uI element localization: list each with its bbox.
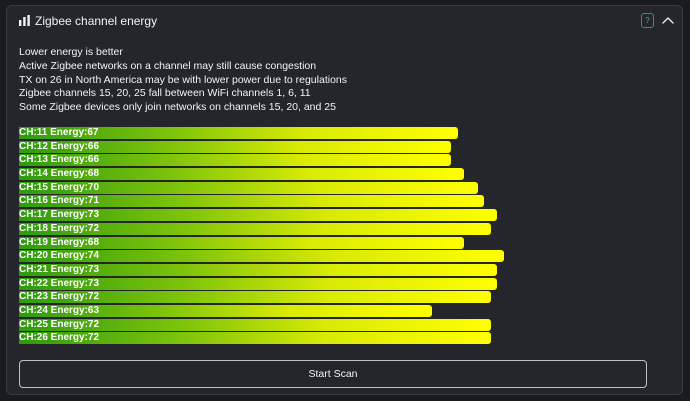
- energy-bar: CH:13 Energy:66: [19, 154, 452, 167]
- energy-bar-label: CH:19 Energy:68: [19, 236, 100, 248]
- chevron-up-icon[interactable]: [662, 16, 674, 26]
- info-line: Active Zigbee networks on a channel may …: [19, 59, 317, 72]
- energy-bar: CH:19 Energy:68: [19, 236, 465, 249]
- info-line: Lower energy is better: [19, 46, 123, 58]
- energy-bar: CH:16 Energy:71: [19, 195, 485, 208]
- energy-bar: CH:17 Energy:73: [19, 209, 498, 222]
- energy-bar-label: CH:18 Energy:72: [19, 222, 100, 234]
- energy-bar: CH:20 Energy:74: [19, 250, 504, 263]
- energy-bar-label: CH:17 Energy:73: [19, 209, 100, 221]
- energy-bar: CH:12 Energy:66: [19, 140, 452, 153]
- energy-bar: CH:25 Energy:72: [19, 318, 491, 331]
- energy-bar-label: CH:25 Energy:72: [19, 318, 100, 330]
- energy-bar-label: CH:16 Energy:71: [19, 195, 100, 207]
- energy-bar-label: CH:22 Energy:73: [19, 277, 100, 289]
- energy-bar: CH:23 Energy:72: [19, 291, 491, 304]
- energy-bar: CH:22 Energy:73: [19, 277, 498, 290]
- energy-bar: CH:14 Energy:68: [19, 168, 465, 181]
- energy-bar-label: CH:14 Energy:68: [19, 168, 100, 180]
- start-scan-button[interactable]: Start Scan: [19, 360, 647, 388]
- panel-header[interactable]: Zigbee channel energy ?: [7, 6, 682, 36]
- info-line: Zigbee channels 15, 20, 25 fall between …: [19, 87, 311, 100]
- energy-bar: CH:15 Energy:70: [19, 181, 478, 194]
- help-button[interactable]: ?: [641, 13, 654, 28]
- info-line: TX on 26 in North America may be with lo…: [19, 73, 347, 86]
- energy-bar-label: CH:26 Energy:72: [19, 332, 100, 344]
- bar-chart-icon: [19, 15, 30, 26]
- energy-bar-label: CH:11 Energy:67: [19, 127, 99, 138]
- energy-bar: CH:26 Energy:72: [19, 332, 491, 345]
- energy-bar: CH:24 Energy:63: [19, 304, 432, 317]
- energy-bar: CH:18 Energy:72: [19, 222, 491, 235]
- energy-bar: CH:11 Energy:67: [19, 127, 458, 139]
- panel-title: Zigbee channel energy: [35, 14, 158, 28]
- info-text: Lower energy is better Active Zigbee net…: [19, 46, 347, 115]
- energy-bar-label: CH:20 Energy:74: [19, 250, 100, 262]
- zigbee-energy-panel: Zigbee channel energy ? Lower energy is …: [6, 5, 683, 395]
- info-line: Some Zigbee devices only join networks o…: [19, 101, 336, 114]
- energy-bar-label: CH:15 Energy:70: [19, 181, 100, 193]
- energy-bar-label: CH:12 Energy:66: [19, 140, 100, 152]
- energy-bar: CH:21 Energy:73: [19, 263, 498, 276]
- energy-bars: CH:11 Energy:67 CH:12 Energy:66 CH:13 Ener…: [19, 127, 504, 346]
- energy-bar-label: CH:13 Energy:66: [19, 154, 100, 166]
- energy-bar-label: CH:24 Energy:63: [19, 304, 100, 316]
- energy-bar-label: CH:21 Energy:73: [19, 263, 100, 275]
- energy-bar-label: CH:23 Energy:72: [19, 291, 100, 303]
